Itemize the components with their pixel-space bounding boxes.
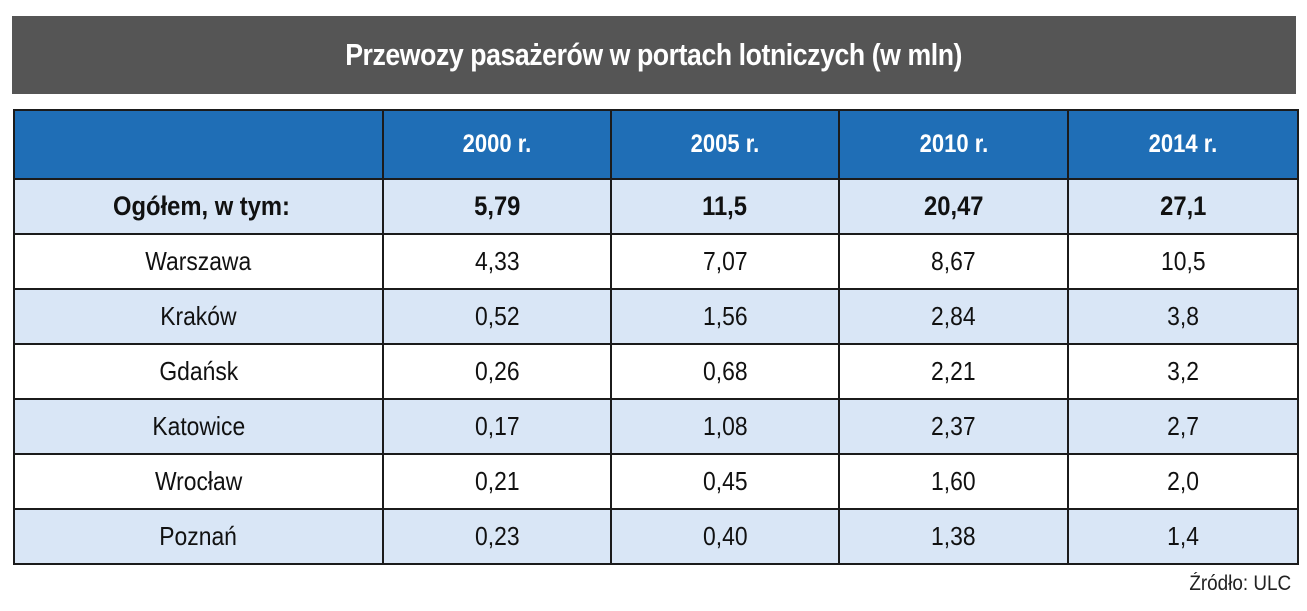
value-2000: 0,23 bbox=[474, 521, 520, 551]
value-cell-2014: 2,0 bbox=[1067, 453, 1299, 510]
value-2014: 3,8 bbox=[1167, 301, 1199, 331]
row-label: Poznań bbox=[159, 521, 238, 551]
value-cell-2010: 1,60 bbox=[838, 453, 1069, 510]
header-row: 2000 r. 2005 r. 2010 r. 2014 r. bbox=[13, 109, 1299, 180]
value-cell-2010: 20,47 bbox=[838, 178, 1069, 235]
value-cell-2010: 1,38 bbox=[838, 508, 1069, 565]
value-2014: 2,0 bbox=[1167, 466, 1199, 496]
column-header-2010: 2010 r. bbox=[838, 109, 1069, 180]
value-cell-2010: 2,37 bbox=[838, 398, 1069, 455]
row-label-cell: Gdańsk bbox=[13, 343, 384, 400]
value-2010: 2,21 bbox=[931, 356, 976, 386]
value-cell-2014: 27,1 bbox=[1067, 178, 1299, 235]
value-cell-2014: 3,2 bbox=[1067, 343, 1299, 400]
value-cell-2000: 0,26 bbox=[382, 343, 612, 400]
value-2010: 2,37 bbox=[931, 411, 976, 441]
value-2010: 2,84 bbox=[931, 301, 976, 331]
value-cell-2005: 11,5 bbox=[610, 178, 840, 235]
table-row: Wrocław 0,21 0,45 1,60 2,0 bbox=[13, 453, 1299, 510]
value-cell-2010: 2,21 bbox=[838, 343, 1069, 400]
value-cell-2000: 0,21 bbox=[382, 453, 612, 510]
value-2014: 3,2 bbox=[1167, 356, 1199, 386]
value-2005: 0,45 bbox=[702, 466, 748, 496]
value-cell-2000: 0,23 bbox=[382, 508, 612, 565]
value-2000: 0,52 bbox=[474, 301, 520, 331]
row-label: Katowice bbox=[152, 411, 245, 441]
value-cell-2014: 1,4 bbox=[1067, 508, 1299, 565]
value-cell-2005: 0,45 bbox=[610, 453, 840, 510]
row-label: Wrocław bbox=[154, 466, 243, 496]
value-cell-2005: 1,08 bbox=[610, 398, 840, 455]
value-cell-2000: 0,17 bbox=[382, 398, 612, 455]
value-2014: 27,1 bbox=[1159, 191, 1207, 221]
value-2005: 0,40 bbox=[702, 521, 748, 551]
value-cell-2005: 0,68 bbox=[610, 343, 840, 400]
value-2014: 2,7 bbox=[1167, 411, 1199, 441]
value-2014: 10,5 bbox=[1160, 246, 1206, 276]
row-label: Kraków bbox=[160, 301, 237, 331]
row-label-cell: Katowice bbox=[13, 398, 384, 455]
row-label-cell: Poznań bbox=[13, 508, 384, 565]
value-2000: 0,21 bbox=[474, 466, 520, 496]
table-title: Przewozy pasażerów w portach lotniczych … bbox=[345, 37, 963, 72]
value-2005: 1,08 bbox=[702, 411, 748, 441]
column-header-2014: 2014 r. bbox=[1067, 109, 1299, 180]
row-label-cell: Kraków bbox=[13, 288, 384, 345]
value-2000: 0,17 bbox=[474, 411, 520, 441]
table-row: Warszawa 4,33 7,07 8,67 10,5 bbox=[13, 233, 1299, 290]
column-header-2005: 2005 r. bbox=[610, 109, 840, 180]
table-title-bar: Przewozy pasażerów w portach lotniczych … bbox=[12, 16, 1296, 94]
column-header-empty bbox=[13, 109, 384, 180]
value-cell-2014: 10,5 bbox=[1067, 233, 1299, 290]
value-2005: 0,68 bbox=[702, 356, 748, 386]
passenger-table: 2000 r. 2005 r. 2010 r. 2014 r. Ogółem, … bbox=[13, 109, 1299, 565]
table-body: Ogółem, w tym: 5,79 11,5 20,47 27,1 Warszawa 4… bbox=[13, 178, 1299, 565]
row-label-cell: Ogółem, w tym: bbox=[13, 178, 384, 235]
table-row: Kraków 0,52 1,56 2,84 3,8 bbox=[13, 288, 1299, 345]
value-2010: 8,67 bbox=[931, 246, 976, 276]
value-2005: 1,56 bbox=[702, 301, 748, 331]
value-cell-2014: 3,8 bbox=[1067, 288, 1299, 345]
table-row: Gdańsk 0,26 0,68 2,21 3,2 bbox=[13, 343, 1299, 400]
value-2014: 1,4 bbox=[1167, 521, 1199, 551]
value-cell-2010: 2,84 bbox=[838, 288, 1069, 345]
value-cell-2000: 4,33 bbox=[382, 233, 612, 290]
value-cell-2014: 2,7 bbox=[1067, 398, 1299, 455]
value-2005: 11,5 bbox=[702, 191, 748, 221]
row-label-cell: Wrocław bbox=[13, 453, 384, 510]
value-2000: 5,79 bbox=[473, 191, 521, 221]
value-2000: 0,26 bbox=[474, 356, 520, 386]
value-2000: 4,33 bbox=[474, 246, 520, 276]
value-cell-2005: 0,40 bbox=[610, 508, 840, 565]
row-label: Gdańsk bbox=[159, 356, 238, 386]
value-cell-2000: 5,79 bbox=[382, 178, 612, 235]
column-header-2000: 2000 r. bbox=[382, 109, 612, 180]
table-row: Poznań 0,23 0,40 1,38 1,4 bbox=[13, 508, 1299, 565]
value-cell-2005: 7,07 bbox=[610, 233, 840, 290]
row-label-cell: Warszawa bbox=[13, 233, 384, 290]
value-cell-2005: 1,56 bbox=[610, 288, 840, 345]
row-label: Warszawa bbox=[145, 246, 252, 276]
row-label: Ogółem, w tym: bbox=[113, 191, 290, 221]
value-2010: 1,60 bbox=[931, 466, 976, 496]
value-2005: 7,07 bbox=[702, 246, 748, 276]
value-2010: 1,38 bbox=[931, 521, 976, 551]
table-row: Katowice 0,17 1,08 2,37 2,7 bbox=[13, 398, 1299, 455]
total-row: Ogółem, w tym: 5,79 11,5 20,47 27,1 bbox=[13, 178, 1299, 235]
value-cell-2010: 8,67 bbox=[838, 233, 1069, 290]
value-2010: 20,47 bbox=[923, 191, 984, 221]
source-note: Źródło: ULC bbox=[1189, 572, 1291, 595]
value-cell-2000: 0,52 bbox=[382, 288, 612, 345]
